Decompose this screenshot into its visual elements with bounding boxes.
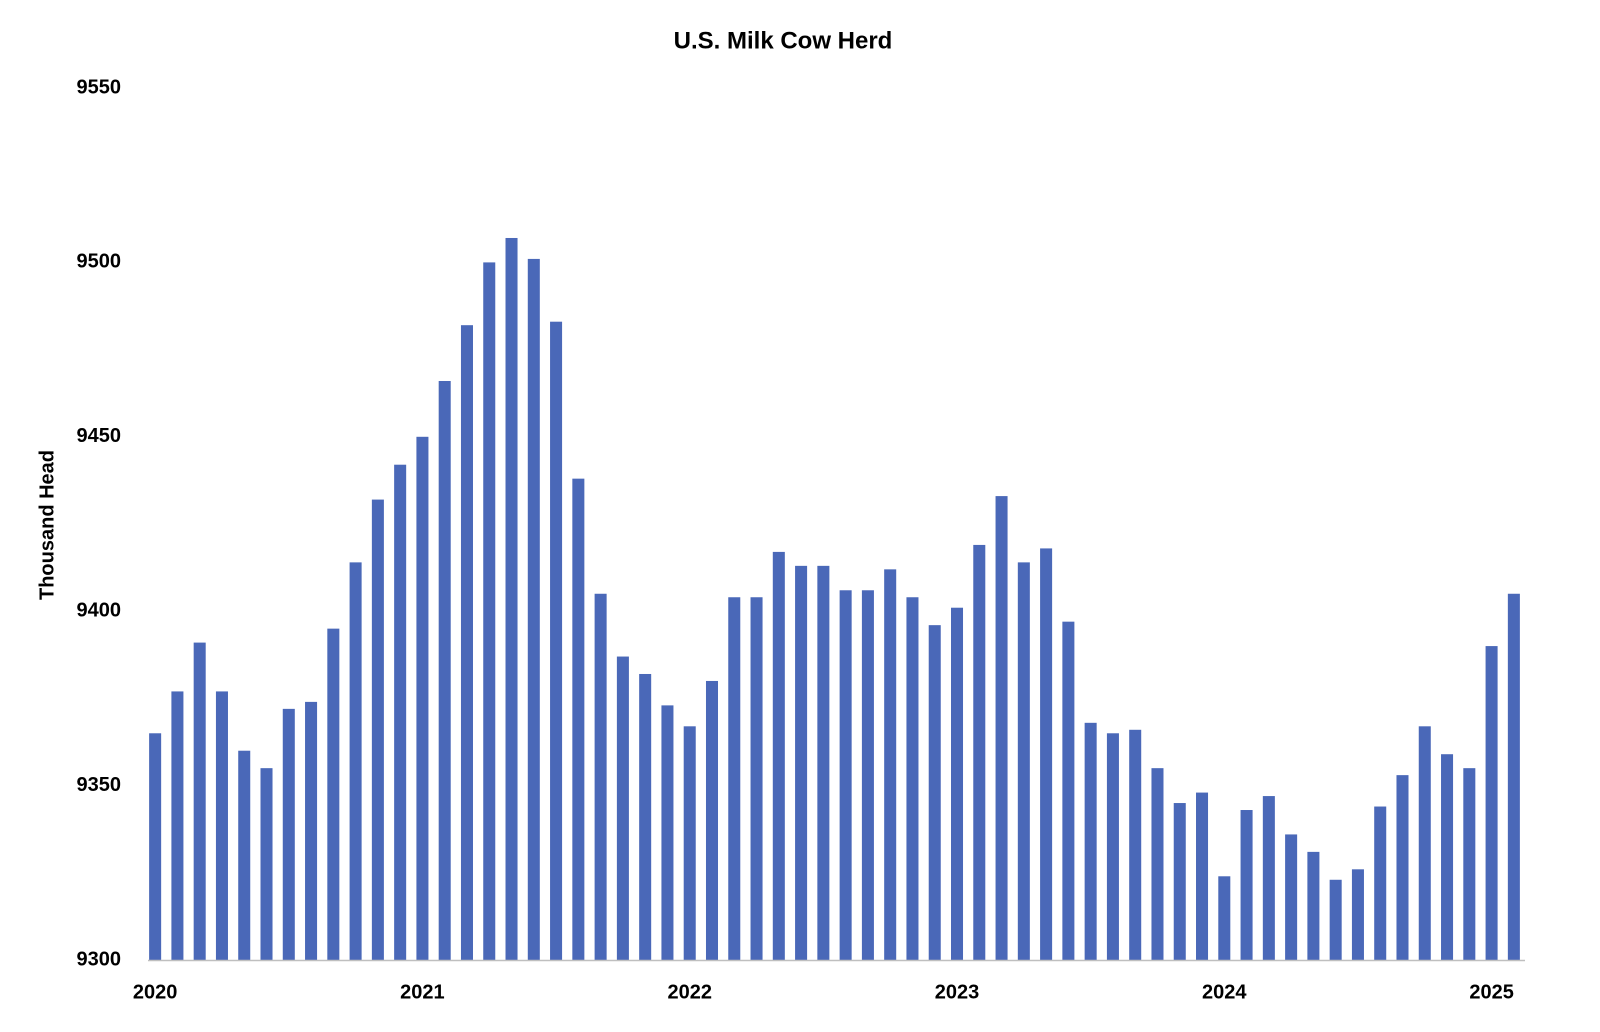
- bar: [1040, 548, 1053, 960]
- bar: [1151, 768, 1164, 960]
- bar: [1441, 754, 1454, 960]
- bar: [1262, 796, 1275, 960]
- x-tick-label: 2020: [133, 981, 178, 1003]
- bar: [305, 701, 318, 960]
- bar: [1017, 562, 1030, 960]
- bar: [1173, 803, 1186, 960]
- bar: [906, 597, 919, 960]
- bar: [460, 325, 473, 961]
- bar: [1240, 810, 1253, 960]
- bar: [817, 565, 830, 960]
- y-tick-label: 9500: [77, 251, 122, 273]
- bar: [193, 642, 206, 960]
- bar: [639, 673, 652, 960]
- bar: [950, 607, 964, 960]
- bar: [839, 590, 852, 960]
- bar: [1106, 733, 1119, 960]
- bar: [1129, 729, 1142, 960]
- bar: [772, 551, 785, 960]
- bar: [260, 768, 273, 960]
- y-tick-label: 9300: [77, 948, 122, 970]
- bar: [572, 478, 585, 960]
- bar: [1418, 726, 1431, 960]
- bar: [394, 464, 407, 960]
- bar: [505, 237, 518, 960]
- bar: [616, 656, 629, 960]
- x-tick-label: 2023: [935, 981, 980, 1003]
- bar: [483, 262, 496, 960]
- bar: [438, 380, 451, 960]
- bar: [1218, 876, 1231, 960]
- bar: [705, 680, 719, 960]
- bar: [1084, 722, 1097, 960]
- bar: [1396, 775, 1409, 960]
- bar: [371, 499, 384, 960]
- bar: [661, 705, 674, 960]
- bar: [171, 691, 184, 960]
- x-tick-label: 2022: [667, 981, 712, 1003]
- bar: [928, 625, 941, 960]
- bar: [1463, 768, 1476, 960]
- bar: [594, 593, 607, 960]
- y-axis-label: Thousand Head: [36, 450, 58, 600]
- y-tick-label: 9350: [77, 774, 122, 796]
- bar: [1062, 621, 1075, 960]
- bar: [282, 708, 295, 960]
- bar: [550, 321, 563, 960]
- bar: [1374, 806, 1387, 960]
- bar: [215, 691, 228, 960]
- bar: [327, 628, 340, 960]
- bar: [1507, 593, 1520, 960]
- x-tick-label: 2021: [400, 981, 445, 1003]
- bar: [1329, 879, 1342, 960]
- bar: [728, 597, 741, 960]
- x-tick-label: 2024: [1202, 981, 1247, 1003]
- bar: [1485, 646, 1498, 960]
- chart-title: U.S. Milk Cow Herd: [674, 27, 893, 54]
- bar: [1307, 851, 1320, 960]
- bar: [995, 496, 1008, 960]
- bar: [973, 544, 986, 960]
- bar: [1285, 834, 1298, 960]
- bar: [416, 436, 429, 960]
- bar: [795, 565, 808, 960]
- y-tick-label: 9550: [77, 76, 122, 98]
- bar: [149, 733, 162, 960]
- y-tick-label: 9400: [77, 599, 122, 621]
- bar: [349, 562, 362, 960]
- x-tick-label: 2025: [1469, 981, 1514, 1003]
- bar: [1351, 869, 1364, 960]
- bar: [527, 258, 540, 960]
- bar: [884, 569, 897, 960]
- bar: [750, 597, 763, 960]
- bar: [1196, 792, 1209, 960]
- y-tick-label: 9450: [77, 425, 122, 447]
- bar: [238, 750, 251, 960]
- bar: [861, 590, 874, 960]
- bar: [683, 726, 696, 960]
